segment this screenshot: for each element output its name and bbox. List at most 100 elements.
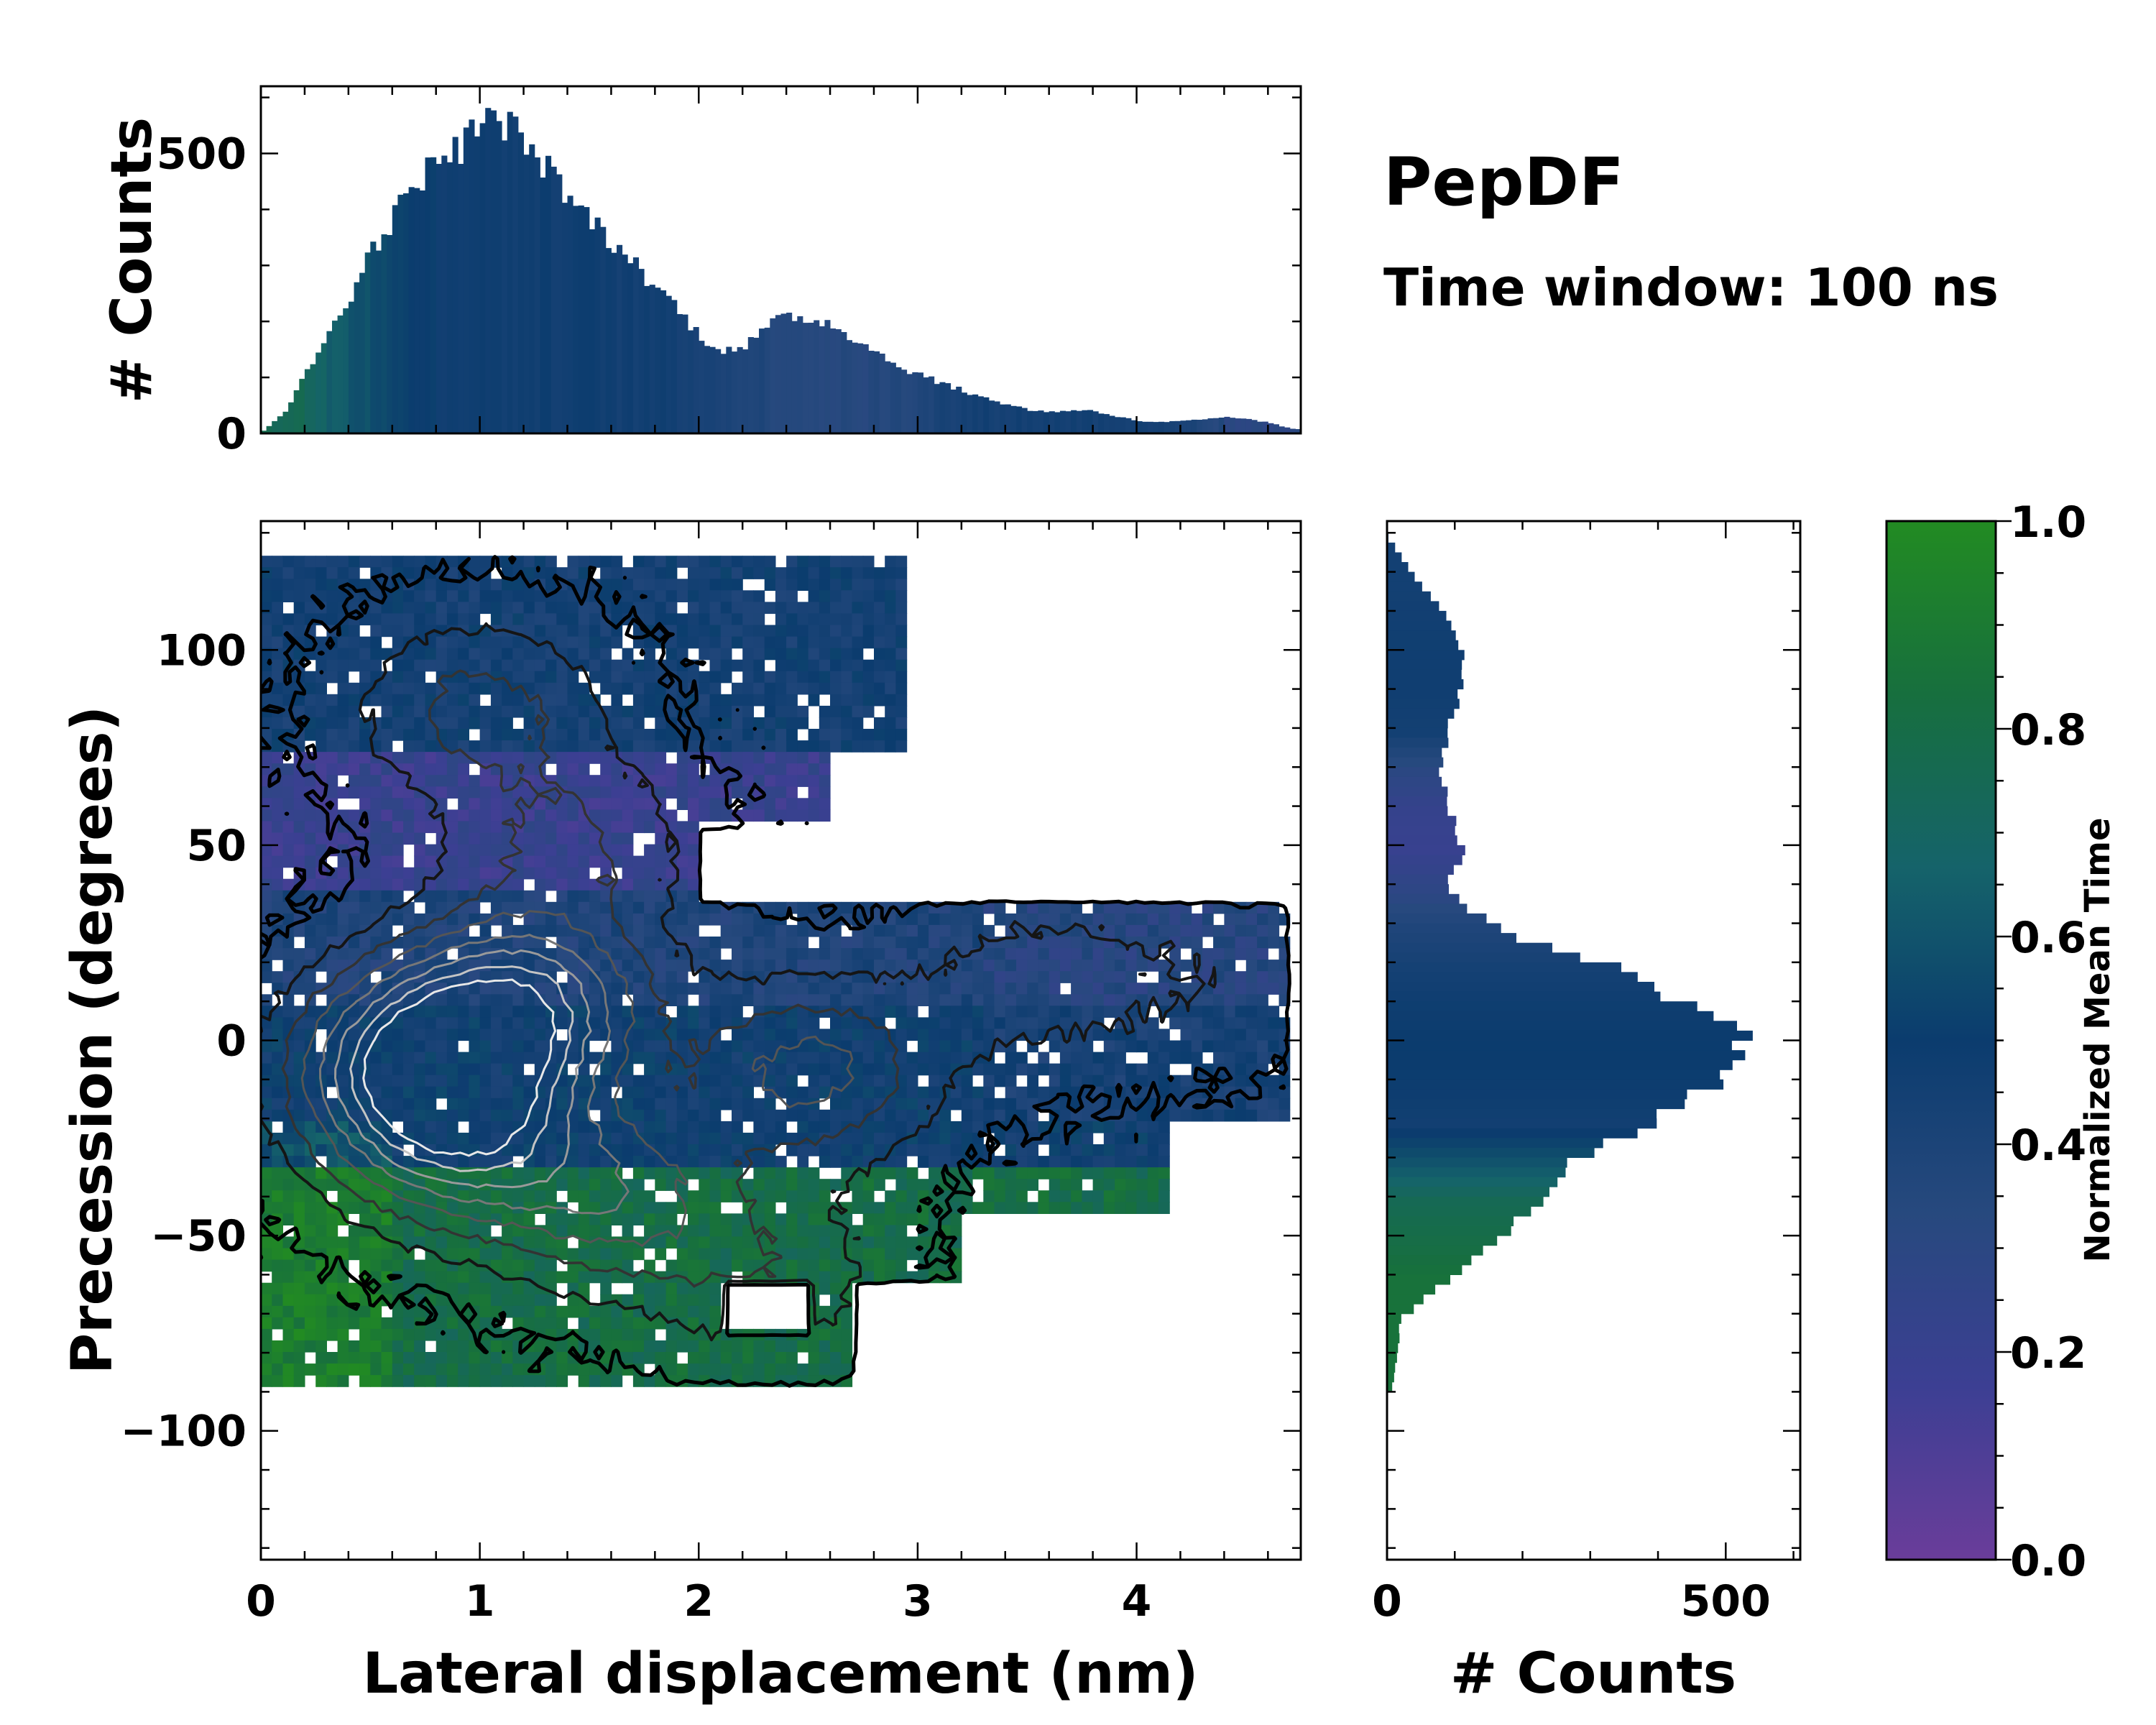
heatmap-cell [425,1236,437,1249]
heatmap-cell [556,1213,568,1225]
heatmap-cell [632,786,645,799]
heatmap-cell [403,878,415,891]
heatmap-cell [272,1063,283,1076]
top-histogram-bar [791,321,798,433]
heatmap-cell [874,717,885,730]
heatmap-cell [644,821,655,834]
top-histogram-bar [1240,418,1247,433]
heatmap-cell [512,1282,525,1295]
heatmap-cell [939,1017,952,1030]
heatmap-cell [589,1098,601,1110]
heatmap-cell [895,1144,908,1156]
heatmap-cell [1147,924,1159,937]
heatmap-cell [895,579,908,591]
heatmap-cell [753,948,765,960]
heatmap-cell [556,1167,568,1179]
heatmap-cell [534,924,546,937]
heatmap-cell [709,1352,722,1364]
heatmap-cell [403,1063,415,1076]
heatmap-cell [600,567,612,579]
heatmap-cell [972,1109,984,1122]
top-histogram-bar [874,351,880,433]
heatmap-cell [841,1098,853,1110]
top-histogram-bar [622,254,628,433]
heatmap-cell [622,1156,634,1168]
heatmap-cell [632,971,645,983]
heatmap-cell [665,1213,678,1225]
heatmap-cell [742,1179,754,1191]
heatmap-cell [304,1017,316,1030]
heatmap-cell [370,844,382,857]
heatmap-cell [304,924,316,937]
heatmap-cell [446,1156,459,1168]
heatmap-cell [381,1063,393,1076]
top-histogram-bar [753,337,760,433]
heatmap-cell [534,625,546,638]
heatmap-cell [272,809,283,822]
heatmap-cell [622,590,634,602]
heatmap-cell [655,1098,667,1110]
heatmap-cell [994,1063,1006,1076]
heatmap-cell [732,682,743,695]
heatmap-cell [446,1282,459,1295]
top-histogram-bar [561,203,568,433]
heatmap-cell [742,1109,754,1122]
heatmap-cell [655,602,667,615]
heatmap-cell [1059,1190,1072,1202]
heatmap-cell [1016,1179,1028,1191]
heatmap-cell [567,671,579,684]
heatmap-cell [315,1167,327,1179]
heatmap-cell [665,579,678,591]
heatmap-cell [1268,1006,1280,1018]
heatmap-cell [1082,971,1094,983]
heatmap-cell [293,625,305,638]
heatmap-cell [523,913,535,926]
heatmap-cell [611,602,623,615]
heatmap-cell [808,740,820,753]
heatmap-cell [720,729,732,741]
heatmap-cell [1279,1098,1291,1110]
heatmap-cell [764,1017,776,1030]
heatmap-cell [392,1109,404,1122]
heatmap-cell [841,1144,853,1156]
heatmap-cell [600,1259,612,1272]
heatmap-cell [939,937,952,949]
heatmap-cell [961,1006,973,1018]
heatmap-cell [699,1340,711,1353]
heatmap-cell [315,1328,327,1341]
heatmap-cell [1235,983,1247,995]
heatmap-cell [906,960,918,972]
heatmap-cell [469,1363,481,1376]
heatmap-cell [917,913,929,926]
heatmap-cell [1059,1017,1072,1030]
heatmap-cell [611,1305,623,1318]
heatmap-cell [479,1271,492,1284]
heatmap-cell [775,625,787,638]
heatmap-cell [502,890,513,903]
heatmap-cell [720,717,732,730]
heatmap-cell [502,1225,513,1238]
heatmap-cell [830,1236,842,1249]
heatmap-cell [523,1052,535,1064]
heatmap-cell [381,924,393,937]
heatmap-cell [272,890,283,903]
heatmap-cell [425,1086,437,1099]
heatmap-cell [293,1190,305,1202]
heatmap-cell [972,1167,984,1179]
heatmap-cell [304,1052,316,1064]
heatmap-cell [841,613,853,626]
heatmap-cell [775,1190,787,1202]
heatmap-cell [1125,1063,1138,1076]
heatmap-cell [874,636,885,649]
heatmap-cell [556,590,568,602]
heatmap-cell [611,1006,623,1018]
heatmap-cell [644,729,655,741]
heatmap-cell [709,1317,722,1330]
heatmap-cell [348,1248,360,1261]
heatmap-cell [348,1167,360,1179]
heatmap-cell [644,1328,655,1341]
heatmap-cell [632,878,645,891]
heatmap-cell [632,1144,645,1156]
heatmap-cell [469,1040,481,1053]
heatmap-cell [293,1109,305,1122]
